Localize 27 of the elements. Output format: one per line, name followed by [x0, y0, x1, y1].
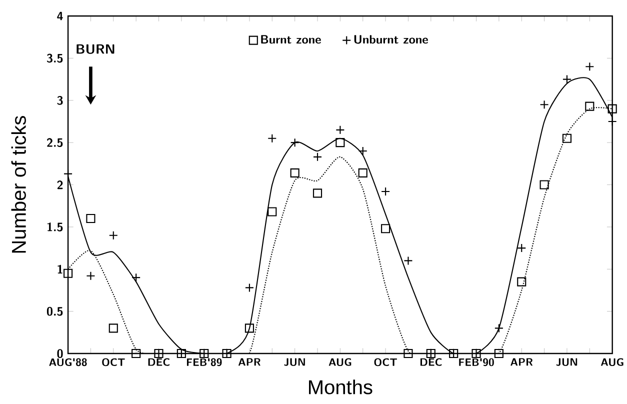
x-tick-label: JUN [284, 358, 305, 366]
y-axis-title: Number of ticks [11, 116, 26, 253]
x-axis-title: Months [309, 379, 372, 394]
x-tick-label: FEB'89 [186, 358, 222, 366]
annotation: BURN [76, 44, 114, 54]
y-tick-label: 2.5 [46, 138, 63, 147]
legend-label: Unburnt zone [354, 35, 428, 44]
x-tick-label: AUG [601, 358, 624, 366]
x-tick-label: APR [238, 358, 260, 366]
x-tick-label: DEC [420, 358, 442, 366]
y-tick-label: 1 [58, 264, 62, 274]
y-tick-label: 0 [57, 348, 63, 358]
y-tick-label: 3 [57, 96, 63, 105]
x-tick-label: AUG'88 [49, 358, 87, 366]
x-tick-label: JUN [556, 358, 578, 366]
y-tick-label: 3.5 [46, 54, 63, 63]
x-tick-label: DEC [148, 358, 170, 366]
y-tick-label: 4 [57, 12, 63, 20]
y-tick-label: 2 [57, 180, 63, 189]
x-tick-label: AUG [328, 358, 352, 366]
x-tick-label: OCT [374, 358, 398, 366]
x-tick-label: OCT [102, 358, 125, 366]
legend-label: Burnt zone [261, 35, 321, 44]
y-tick-label: 1.5 [47, 222, 63, 232]
x-tick-label: FEB'90 [459, 358, 494, 366]
x-tick-label: APR [510, 358, 532, 366]
y-tick-label: 0.5 [46, 306, 63, 316]
